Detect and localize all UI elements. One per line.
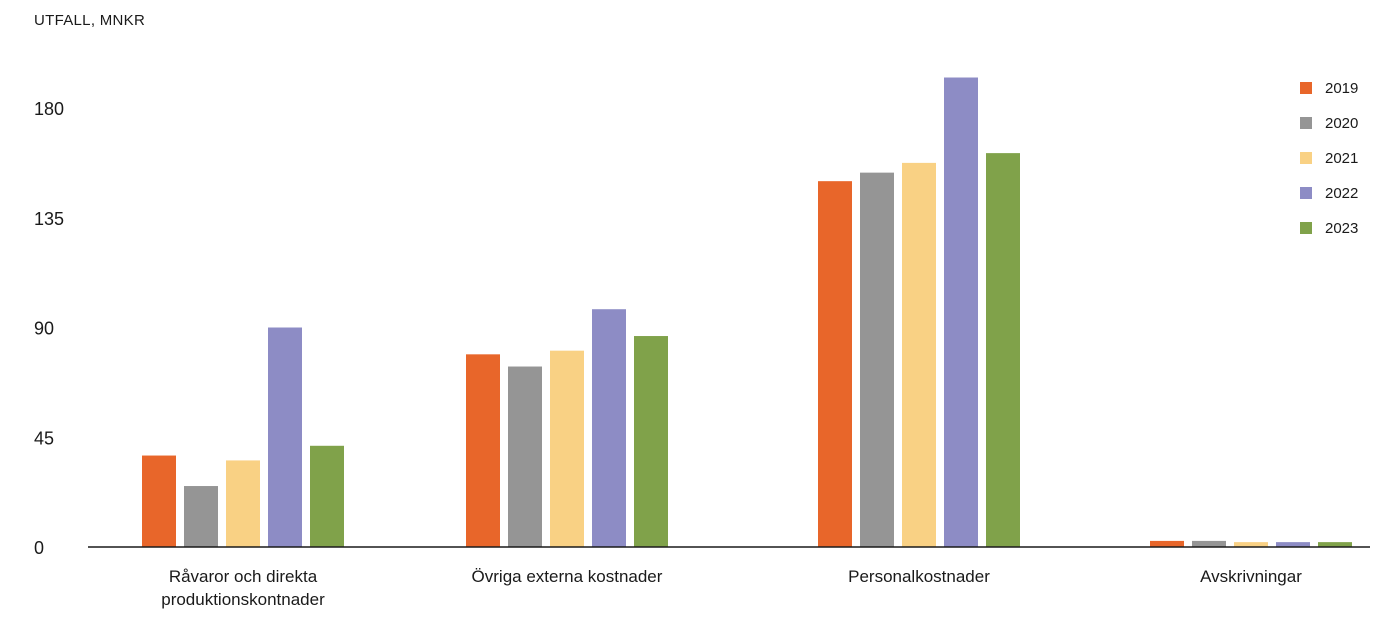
bar-2023-1 [310,445,344,547]
bar-2019-4 [1150,540,1184,547]
bar-2020-2 [508,366,542,547]
bar-2021-1 [226,460,260,547]
bar-2020-4 [1192,540,1226,547]
bar-2021-2 [550,350,584,547]
x-category-label: Personalkostnader [848,567,990,586]
bar-2021-3 [902,162,936,547]
legend-label-2019: 2019 [1325,80,1358,97]
y-tick-label: 180 [34,99,64,119]
x-category-label: Avskrivningar [1200,567,1302,586]
bar-2023-2 [634,336,668,547]
legend-swatch-2022 [1300,187,1312,199]
legend-label-2023: 2023 [1325,220,1358,237]
bar-2023-4 [1318,542,1352,547]
bar-2023-3 [986,153,1020,547]
legend-label-2022: 2022 [1325,185,1358,202]
legend-label-2020: 2020 [1325,115,1358,132]
y-tick-label: 90 [34,319,54,339]
x-category-label: Övriga externa kostnader [472,567,663,586]
legend-swatch-2019 [1300,82,1312,94]
bar-2022-2 [592,309,626,547]
bar-2022-4 [1276,542,1310,547]
y-axis-unit-label: UTFALL, MNKR [34,12,146,29]
y-tick-label: 45 [34,428,54,448]
bar-2020-3 [860,172,894,547]
legend-swatch-2023 [1300,222,1312,234]
y-tick-label: 0 [34,538,44,558]
legend-label-2021: 2021 [1325,150,1358,167]
x-category-label: Råvaror och direkta produktionskontnader [161,567,325,609]
bar-2019-3 [818,181,852,547]
bar-2020-1 [184,486,218,547]
bar-2022-3 [944,77,978,547]
bar-2019-1 [142,455,176,547]
bar-2022-1 [268,327,302,547]
bar-2019-2 [466,354,500,547]
bar-2021-4 [1234,542,1268,547]
y-tick-label: 135 [34,209,64,229]
legend-swatch-2020 [1300,117,1312,129]
legend-swatch-2021 [1300,152,1312,164]
